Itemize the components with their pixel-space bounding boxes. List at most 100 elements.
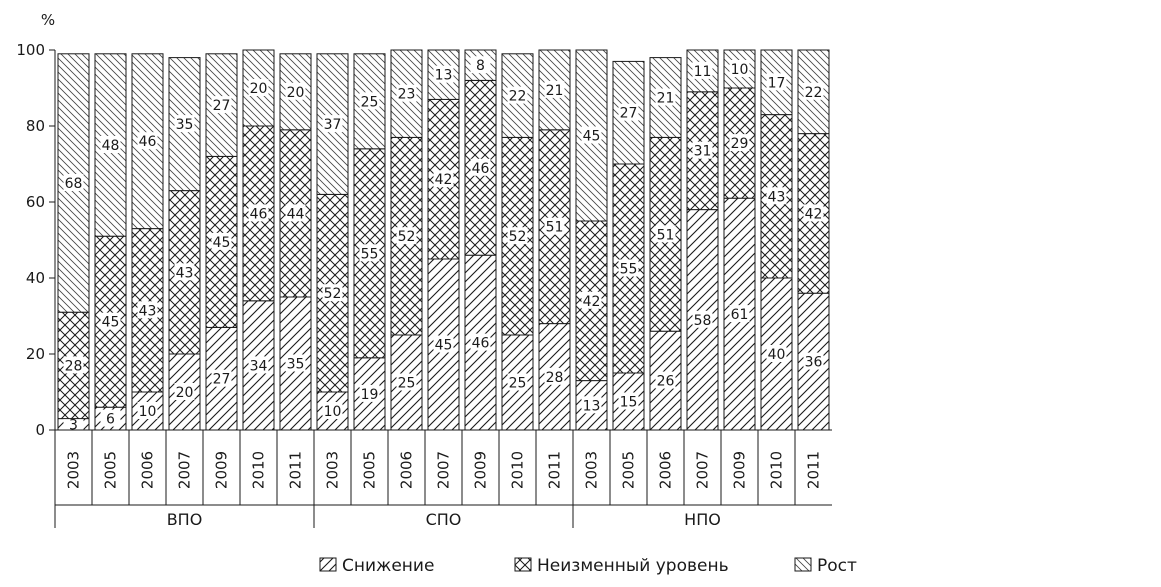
x-tick-year-label: 2009: [731, 451, 749, 489]
data-label: 48: [102, 138, 120, 154]
data-label-background: [803, 352, 824, 370]
data-label: 46: [472, 161, 490, 177]
x-tick-year-label: 2005: [102, 451, 120, 489]
data-label-background: [285, 82, 306, 100]
data-label: 44: [287, 206, 305, 222]
legend-swatch: [794, 557, 812, 572]
data-label-background: [63, 415, 84, 433]
data-label-background: [655, 88, 676, 106]
x-tick-year-label: 2006: [398, 451, 416, 489]
data-label: 25: [398, 376, 416, 392]
x-tick-year-label: 2011: [287, 451, 305, 489]
data-label: 8: [476, 58, 485, 74]
data-label: 21: [657, 91, 675, 107]
data-label: 28: [65, 358, 83, 374]
data-label-background: [63, 356, 84, 374]
data-label: 31: [694, 144, 712, 160]
y-tick-label: 40: [26, 269, 45, 287]
data-label: 15: [620, 395, 638, 411]
data-label-background: [729, 305, 750, 323]
legend-label: Неизменный уровень: [537, 556, 729, 576]
data-label: 35: [176, 117, 194, 133]
data-label-background: [655, 371, 676, 389]
y-axis-unit-label: %: [41, 11, 55, 29]
data-label-background: [322, 284, 343, 302]
data-label: 36: [805, 355, 823, 371]
data-label: 34: [250, 358, 268, 374]
data-label-background: [581, 291, 602, 309]
data-label-background: [174, 383, 195, 400]
data-label: 13: [435, 68, 453, 84]
data-label-background: [729, 134, 750, 152]
data-label-background: [544, 367, 565, 385]
data-label-background: [470, 56, 491, 74]
data-label: 10: [731, 62, 749, 78]
data-label: 45: [102, 315, 120, 331]
data-label: 25: [509, 376, 527, 392]
data-label: 28: [546, 370, 564, 386]
data-label: 43: [176, 265, 194, 281]
x-tick-year-label: 2006: [139, 451, 157, 489]
data-label-background: [322, 402, 343, 419]
x-tick-year-label: 2009: [472, 451, 490, 489]
data-label: 20: [287, 85, 305, 101]
data-label-background: [729, 60, 750, 77]
data-label: 42: [805, 206, 823, 222]
data-label-background: [63, 174, 84, 191]
x-tick-year-label: 2010: [250, 451, 268, 489]
data-label: 20: [176, 385, 194, 401]
data-label-background: [211, 232, 232, 250]
x-tick-year-label: 2010: [768, 451, 786, 489]
data-label: 25: [361, 94, 379, 110]
data-label-background: [396, 373, 417, 391]
data-label: 29: [731, 136, 749, 152]
data-label: 3: [69, 417, 78, 433]
data-label-background: [803, 82, 824, 100]
x-tick-year-label: 2003: [65, 451, 83, 489]
data-label-background: [803, 204, 824, 222]
legend-swatch: [319, 557, 337, 572]
x-tick-year-label: 2010: [509, 451, 527, 489]
data-label-background: [248, 79, 269, 96]
data-label: 10: [139, 404, 157, 420]
data-label-background: [100, 312, 121, 330]
x-tick-year-label: 2007: [435, 451, 453, 489]
data-label: 51: [657, 227, 675, 243]
data-label-background: [433, 65, 454, 83]
data-label-background: [396, 227, 417, 245]
data-label-background: [433, 335, 454, 353]
data-label: 68: [65, 176, 83, 192]
data-label-background: [507, 373, 528, 391]
data-label-background: [211, 96, 232, 114]
data-label: 61: [731, 307, 749, 323]
data-label: 37: [324, 117, 342, 133]
data-label: 42: [435, 172, 453, 188]
legend-swatch: [514, 557, 532, 572]
data-label-background: [692, 310, 713, 328]
data-label-background: [137, 402, 158, 419]
data-label-background: [359, 92, 380, 110]
data-label: 21: [546, 83, 564, 99]
data-label: 52: [324, 286, 342, 302]
x-tick-year-label: 2005: [361, 451, 379, 489]
x-tick-year-label: 2003: [324, 451, 342, 489]
data-label-background: [285, 354, 306, 372]
data-label-background: [507, 227, 528, 245]
x-tick-year-label: 2005: [620, 451, 638, 489]
x-tick-year-label: 2007: [694, 451, 712, 489]
data-label-background: [470, 333, 491, 351]
data-label-background: [507, 86, 528, 104]
data-label-background: [359, 384, 380, 402]
data-label: 11: [694, 64, 712, 80]
data-label-background: [100, 136, 121, 153]
bar-segment: [168, 57, 201, 192]
data-label-background: [248, 204, 269, 222]
data-label-background: [248, 356, 269, 374]
data-label-background: [766, 345, 787, 362]
data-label-background: [174, 263, 195, 281]
x-tick-year-label: 2011: [546, 451, 564, 489]
data-label-background: [581, 396, 602, 414]
data-label: 46: [250, 206, 268, 222]
